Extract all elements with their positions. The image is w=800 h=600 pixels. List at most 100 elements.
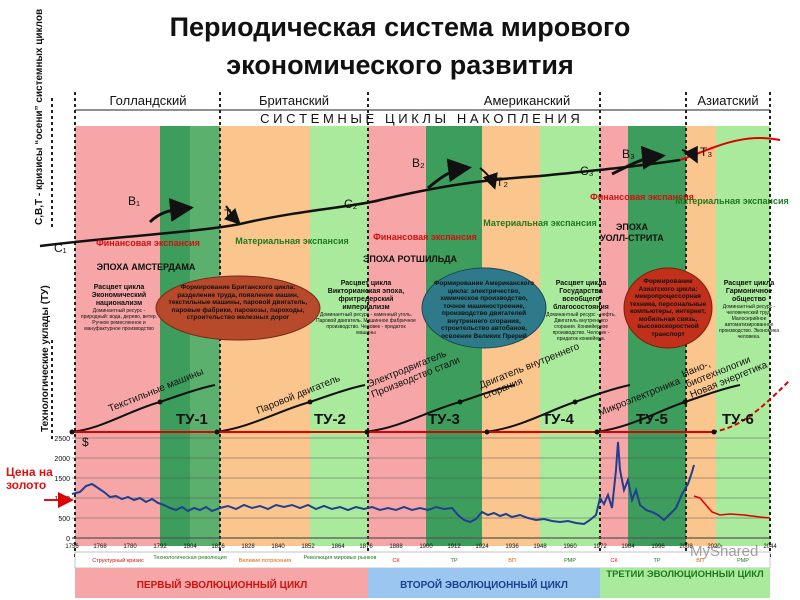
tu-6-label: ТУ-6: [722, 411, 754, 428]
tu-3-label: ТУ-3: [428, 411, 460, 428]
point-c2: С₂: [344, 197, 358, 211]
hegemony-asian: Азиатский: [697, 93, 758, 108]
gold-currency: $: [82, 435, 89, 449]
x-tick-1996: 1996: [651, 544, 665, 550]
crisis-8: РМР: [564, 558, 576, 564]
block-3-title: Расцвет цикла Государства всеобщего благ…: [553, 280, 609, 311]
x-tick-1960: 1960: [563, 544, 577, 550]
y-tick-2000: 2000: [54, 456, 70, 463]
hegemony-header: Голландский Британский Американский Азиа…: [75, 93, 770, 126]
tu-2-label: ТУ-2: [314, 411, 346, 428]
crises-side-label: С,В,Т - кризисы “осени” системных циклов: [34, 9, 45, 225]
crisis-9: СК: [610, 558, 618, 564]
gold-x-ticks: 1756 1768 1780 1792 1804 1816 1828 1840 …: [65, 544, 777, 550]
band-pink-1: [75, 126, 160, 546]
x-tick-1912: 1912: [447, 544, 461, 550]
gold-label: Цена на золото: [6, 466, 53, 492]
band-lightgreen-1: [310, 126, 368, 546]
hegemony-dutch: Голландский: [110, 93, 187, 108]
oval-asian-text: Формирование Азиатского цикла: микропроц…: [629, 278, 707, 338]
point-b2: В₂: [412, 156, 425, 170]
gold-chart: 2500 2000 1500 1000 500 0 $ Цена на золо…: [6, 435, 777, 550]
band-lightgreen-3: [716, 126, 770, 546]
phase-fin-1: Финансовая экспансия: [96, 238, 200, 248]
x-tick-1768: 1768: [93, 544, 107, 550]
point-b1: В₁: [128, 194, 140, 208]
tu-5-label: ТУ-5: [636, 411, 668, 428]
epoch-amsterdam: ЭПОХА АМСТЕРДАМА: [97, 262, 196, 272]
gold-y-ticks: 2500 2000 1500 1000 500 0: [54, 436, 70, 543]
systemic-cycles-label: С И С Т Е М Н Ы Е Ц И К Л Ы Н А К О П Л …: [260, 111, 580, 126]
x-tick-2008: 2008: [679, 544, 693, 550]
x-tick-2044: 2044: [763, 544, 777, 550]
oval-asian: [623, 267, 713, 349]
point-t2: Т₂: [496, 175, 508, 189]
oval-american-text: Формирование Американского цикла: электр…: [433, 280, 535, 340]
crisis-10: ТР: [653, 558, 660, 564]
epoch-wallstreet-1: ЭПОХА: [616, 222, 649, 232]
block-2-text: Доминантный ресурс - каменный уголь. Пар…: [316, 312, 416, 336]
evolution-first: ПЕРВЫЙ ЭВОЛЮЦИОННЫЙ ЦИКЛ: [137, 578, 308, 591]
epoch-rothschild: ЭПОХА РОТШИЛЬДА: [363, 254, 458, 264]
tu-4-label: ТУ-4: [542, 411, 574, 428]
crisis-4: Революция мировых рынков: [304, 555, 377, 561]
phase-fin-3: Финансовая экспансия: [590, 192, 694, 202]
y-tick-1500: 1500: [54, 476, 70, 483]
title-line-1: Периодическая система мирового: [169, 12, 631, 42]
page-title: Периодическая система мирового экономиче…: [0, 8, 800, 84]
block-4-text: Доминантный ресурс - человеческий труд. …: [719, 304, 779, 340]
evolution-bar: ПЕРВЫЙ ЭВОЛЮЦИОННЫЙ ЦИКЛ ВТОРОЙ ЭВОЛЮЦИО…: [75, 568, 770, 598]
watermark-text: MyShared: [690, 543, 758, 560]
phase-mat-2: Материальная экспансия: [483, 218, 597, 228]
x-tick-1804: 1804: [183, 544, 197, 550]
block-2-title: Расцвет цикла Викторианская эпоха, фритр…: [327, 280, 405, 311]
evolution-third-bg: [600, 568, 770, 598]
band-darkgreen-1: [160, 126, 190, 546]
side-labels: С,В,Т - кризисы “осени” системных циклов…: [34, 9, 53, 440]
epochs: ЭПОХА АМСТЕРДАМА ЭПОХА РОТШИЛЬДА ЭПОХА У…: [97, 222, 665, 272]
x-tick-2020: 2020: [707, 544, 721, 550]
band-pink-3: [600, 126, 628, 546]
x-tick-1984: 1984: [621, 544, 635, 550]
tech-side-label: Технологические уклады (ТУ): [40, 285, 51, 432]
x-tick-1780: 1780: [123, 544, 137, 550]
oval-american: [421, 267, 547, 349]
evolution-second: ВТОРОЙ ЭВОЛЮЦИОННЫЙ ЦИКЛ: [400, 578, 568, 591]
point-b3: В₃: [622, 147, 635, 161]
phase-bands: [75, 126, 770, 546]
title-line-2: экономического развития: [226, 50, 574, 80]
crisis-12: РМР: [737, 558, 749, 564]
crisis-2: Технологическая революция: [153, 555, 226, 561]
epoch-wallstreet-2: УОЛЛ-СТРИТА: [600, 233, 664, 243]
formation-ovals: Формирование Британского цикла: разделен…: [155, 267, 713, 349]
point-t1: Т₁: [224, 207, 235, 221]
crisis-5: СК: [392, 558, 400, 564]
x-tick-1756: 1756: [65, 544, 79, 550]
phase-mat-1: Материальная экспансия: [235, 236, 349, 246]
crisis-7: ВП: [508, 558, 516, 564]
x-tick-1792: 1792: [153, 544, 167, 550]
oval-british: [155, 275, 321, 341]
x-tick-1900: 1900: [419, 544, 433, 550]
point-c3: С₃: [580, 164, 594, 178]
x-tick-1948: 1948: [533, 544, 547, 550]
point-t3: Т₃: [700, 145, 712, 159]
x-tick-1936: 1936: [505, 544, 519, 550]
crisis-6: ТР: [450, 558, 457, 564]
phase-labels: Финансовая экспансия Материальная экспан…: [96, 192, 789, 248]
evolution-third: ТРЕТИЙ ЭВОЛЮЦИОННЫЙ ЦИКЛ: [606, 570, 764, 580]
y-tick-500: 500: [58, 516, 70, 523]
hegemony-american: Американский: [484, 93, 570, 108]
x-tick-1972: 1972: [593, 544, 607, 550]
accumulation-curve: С₁ В₁ Т₁ С₂ В₂ Т₂ С₃ В₃ Т₃: [39, 137, 781, 255]
crisis-1: Структурный кризис: [92, 557, 144, 564]
x-tick-1864: 1864: [331, 544, 345, 550]
block-3-text: Доминантный ресурс - нефть. Двигатель вн…: [546, 312, 616, 342]
phase-fin-2: Финансовая экспансия: [373, 232, 477, 242]
x-tick-1828: 1828: [241, 544, 255, 550]
crisis-row: Структурный кризис Технологическая револ…: [74, 551, 771, 569]
band-lightgreen-2: [540, 126, 600, 546]
y-tick-0: 0: [66, 536, 70, 543]
point-c1: С₁: [54, 241, 67, 255]
